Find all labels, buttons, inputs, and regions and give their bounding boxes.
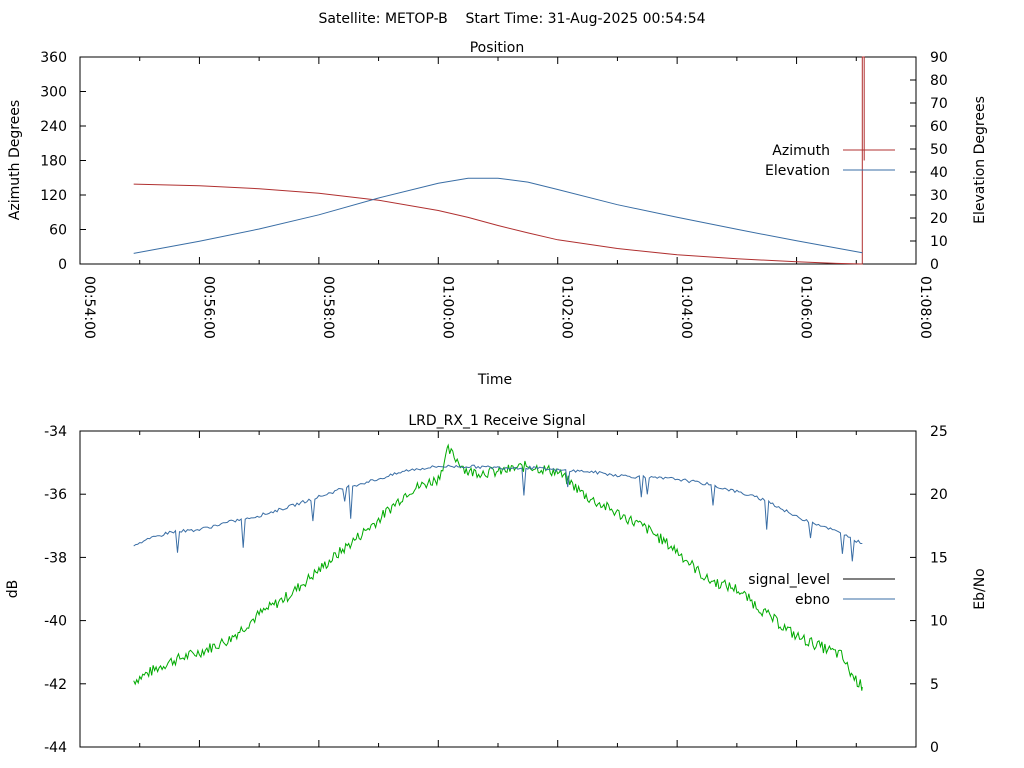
series-line-signal-level	[133, 443, 863, 691]
signal-y2-label: Eb/No	[972, 568, 988, 610]
position-x-tick-label: 00:58:00	[320, 276, 336, 339]
series-line-elevation	[133, 177, 863, 254]
position-left-tick-label: 240	[40, 119, 67, 135]
position-x-axis: 00:54:00 00:56:00 00:58:00 01:00:00 01:02:00…	[79, 57, 933, 339]
position-right-tick-label: 30	[930, 188, 948, 204]
position-x-label: Time	[477, 372, 512, 388]
position-right-tick-label: 60	[930, 119, 948, 135]
signal-right-tick-label: 25	[930, 424, 948, 440]
signal-chart-title: LRD_RX_1 Receive Signal	[408, 413, 585, 429]
legend-label-elevation: Elevation	[765, 163, 830, 179]
signal-plot-frame	[79, 430, 917, 748]
signal-x-axis	[79, 431, 917, 747]
position-chart: Position 0 60 120 180 240 300 360 0 10 20 30 40 50 6…	[7, 40, 988, 388]
signal-chart: LRD_RX_1 Receive Signal -34-36-38-40-42-…	[5, 413, 988, 756]
position-right-tick-label: 40	[930, 165, 948, 181]
position-y2-label: Elevation Degrees	[972, 96, 988, 224]
signal-left-tick-label: -44	[44, 740, 67, 756]
position-left-tick-label: 60	[49, 223, 67, 239]
legend-label-azimuth: Azimuth	[772, 143, 830, 159]
signal-right-tick-label: 0	[930, 740, 939, 756]
position-left-axis: 0 60 120 180 240 300 360	[40, 50, 86, 273]
signal-left-tick-label: -36	[44, 487, 67, 503]
position-x-tick-label: 01:06:00	[798, 276, 814, 339]
position-right-tick-label: 0	[930, 257, 939, 273]
signal-y-label: dB	[5, 580, 21, 599]
position-legend: Azimuth Elevation	[765, 143, 895, 179]
signal-legend: signal_level ebno	[748, 572, 895, 608]
position-y-label: Azimuth Degrees	[7, 100, 23, 220]
position-right-tick-label: 10	[930, 234, 948, 250]
signal-left-tick-label: -40	[44, 614, 67, 630]
position-plot-frame	[79, 56, 917, 265]
signal-right-tick-label: 15	[930, 550, 948, 566]
signal-left-tick-label: -42	[44, 677, 67, 693]
position-left-tick-label: 300	[40, 85, 67, 101]
position-x-tick-label: 00:56:00	[200, 276, 216, 339]
position-right-tick-label: 70	[930, 96, 948, 112]
position-series-group	[133, 56, 865, 265]
position-x-tick-label: 01:00:00	[439, 276, 455, 339]
position-x-tick-label: 01:02:00	[559, 276, 575, 339]
position-x-tick-label: 00:54:00	[81, 276, 97, 339]
position-chart-title: Position	[470, 40, 525, 56]
position-left-tick-label: 120	[40, 188, 67, 204]
page-title: Satellite: METOP-B Start Time: 31-Aug-20…	[318, 11, 705, 27]
position-left-tick-label: 180	[40, 154, 67, 170]
legend-label-signal-level: signal_level	[748, 572, 830, 588]
signal-right-tick-label: 10	[930, 614, 948, 630]
series-line-azimuth	[133, 56, 865, 265]
position-right-tick-label: 20	[930, 211, 948, 227]
position-right-axis: 0 10 20 30 40 50 60 70 80 90	[910, 50, 948, 273]
series-line-ebno	[133, 464, 863, 562]
signal-left-tick-label: -38	[44, 550, 67, 566]
position-left-tick-label: 360	[40, 50, 67, 66]
signal-right-tick-label: 20	[930, 487, 948, 503]
position-x-tick-label: 01:04:00	[678, 276, 694, 339]
position-left-tick-label: 0	[58, 257, 67, 273]
position-right-tick-label: 50	[930, 142, 948, 158]
signal-series-group	[133, 443, 863, 691]
signal-right-axis: 0 5 10 15 20 25	[910, 424, 948, 756]
position-right-tick-label: 80	[930, 73, 948, 89]
signal-left-tick-label: -34	[44, 424, 67, 440]
legend-label-ebno: ebno	[795, 592, 830, 608]
signal-right-tick-label: 5	[930, 677, 939, 693]
signal-left-axis: -34 -36 -38 -40 -42 -44	[44, 424, 86, 756]
position-x-tick-label: 01:08:00	[917, 276, 933, 339]
position-right-tick-label: 90	[930, 50, 948, 66]
